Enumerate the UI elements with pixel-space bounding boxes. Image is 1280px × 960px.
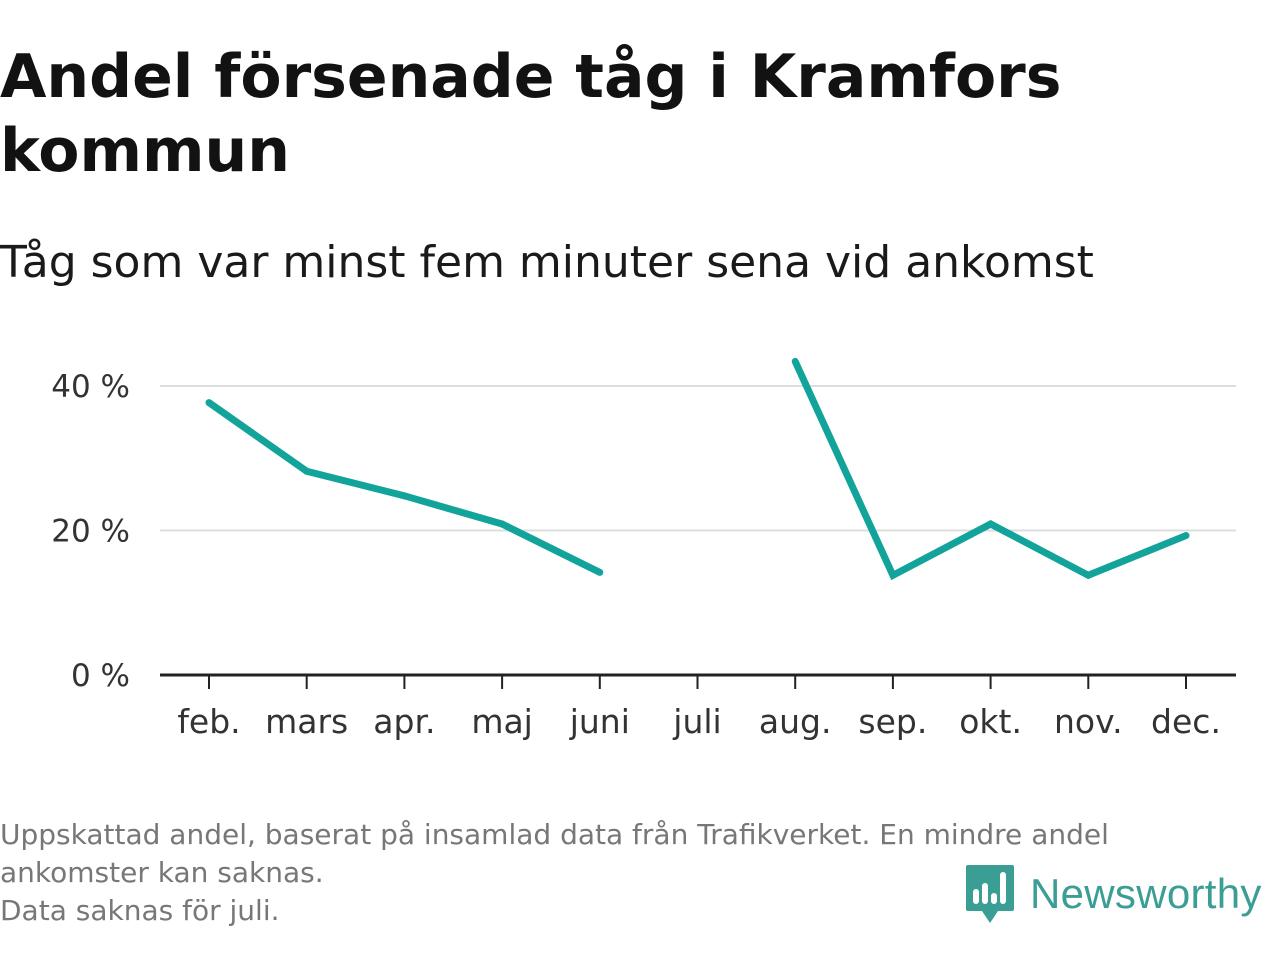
footnote-line: Uppskattad andel, baserat på insamlad da… [0, 818, 1109, 851]
data-point [1182, 532, 1190, 540]
x-axis [160, 673, 1236, 689]
series-line [792, 359, 1188, 581]
x-axis-tick-labels: feb. mars apr. maj juni juli aug. sep. okt. nov. d… [177, 702, 1221, 741]
newsworthy-logo-icon [966, 865, 1014, 923]
data-point [205, 399, 213, 407]
footnote-line: ankomster kan saknas. [0, 856, 324, 889]
x-tick-label: juli [672, 702, 721, 741]
x-tick-label: dec. [1151, 702, 1221, 741]
data-point [791, 357, 799, 365]
data-point [400, 492, 408, 500]
x-tick-label: juni [569, 702, 630, 741]
line-chart: 0 % 20 % 40 % feb. mars apr. maj juni juli aug. s… [51, 357, 1236, 741]
gridlines [160, 385, 1236, 532]
chart-subtitle: Tåg som var minst fem minuter sena vid a… [0, 237, 1094, 288]
brand-name: Newsworthy [1030, 870, 1262, 917]
x-tick-label: aug. [759, 702, 832, 741]
x-tick-label: sep. [858, 702, 927, 741]
brand: Newsworthy [964, 862, 1262, 926]
y-tick-label: 0 % [71, 658, 130, 694]
x-tick-label: mars [265, 702, 348, 741]
series-line [206, 399, 602, 576]
x-tick-label: okt. [959, 702, 1022, 741]
y-tick-label: 20 % [51, 514, 130, 550]
series-layer [205, 357, 1190, 581]
data-point [889, 571, 897, 579]
y-tick-label: 40 % [51, 369, 130, 405]
footnote: Uppskattad andel, baserat på insamlad da… [0, 816, 1270, 930]
data-point [1084, 571, 1092, 579]
chart-title: Andel försenade tåg i Kramfors kommun [0, 42, 1062, 186]
data-point [498, 520, 506, 528]
data-point [987, 520, 995, 528]
data-point [303, 467, 311, 475]
footnote-line: Data saknas för juli. [0, 894, 280, 927]
x-tick-label: feb. [177, 702, 240, 741]
data-point [596, 568, 604, 576]
x-tick-label: maj [471, 702, 533, 741]
x-tick-label: apr. [373, 702, 435, 741]
x-tick-label: nov. [1054, 702, 1123, 741]
y-axis-tick-labels: 0 % 20 % 40 % [51, 369, 130, 694]
